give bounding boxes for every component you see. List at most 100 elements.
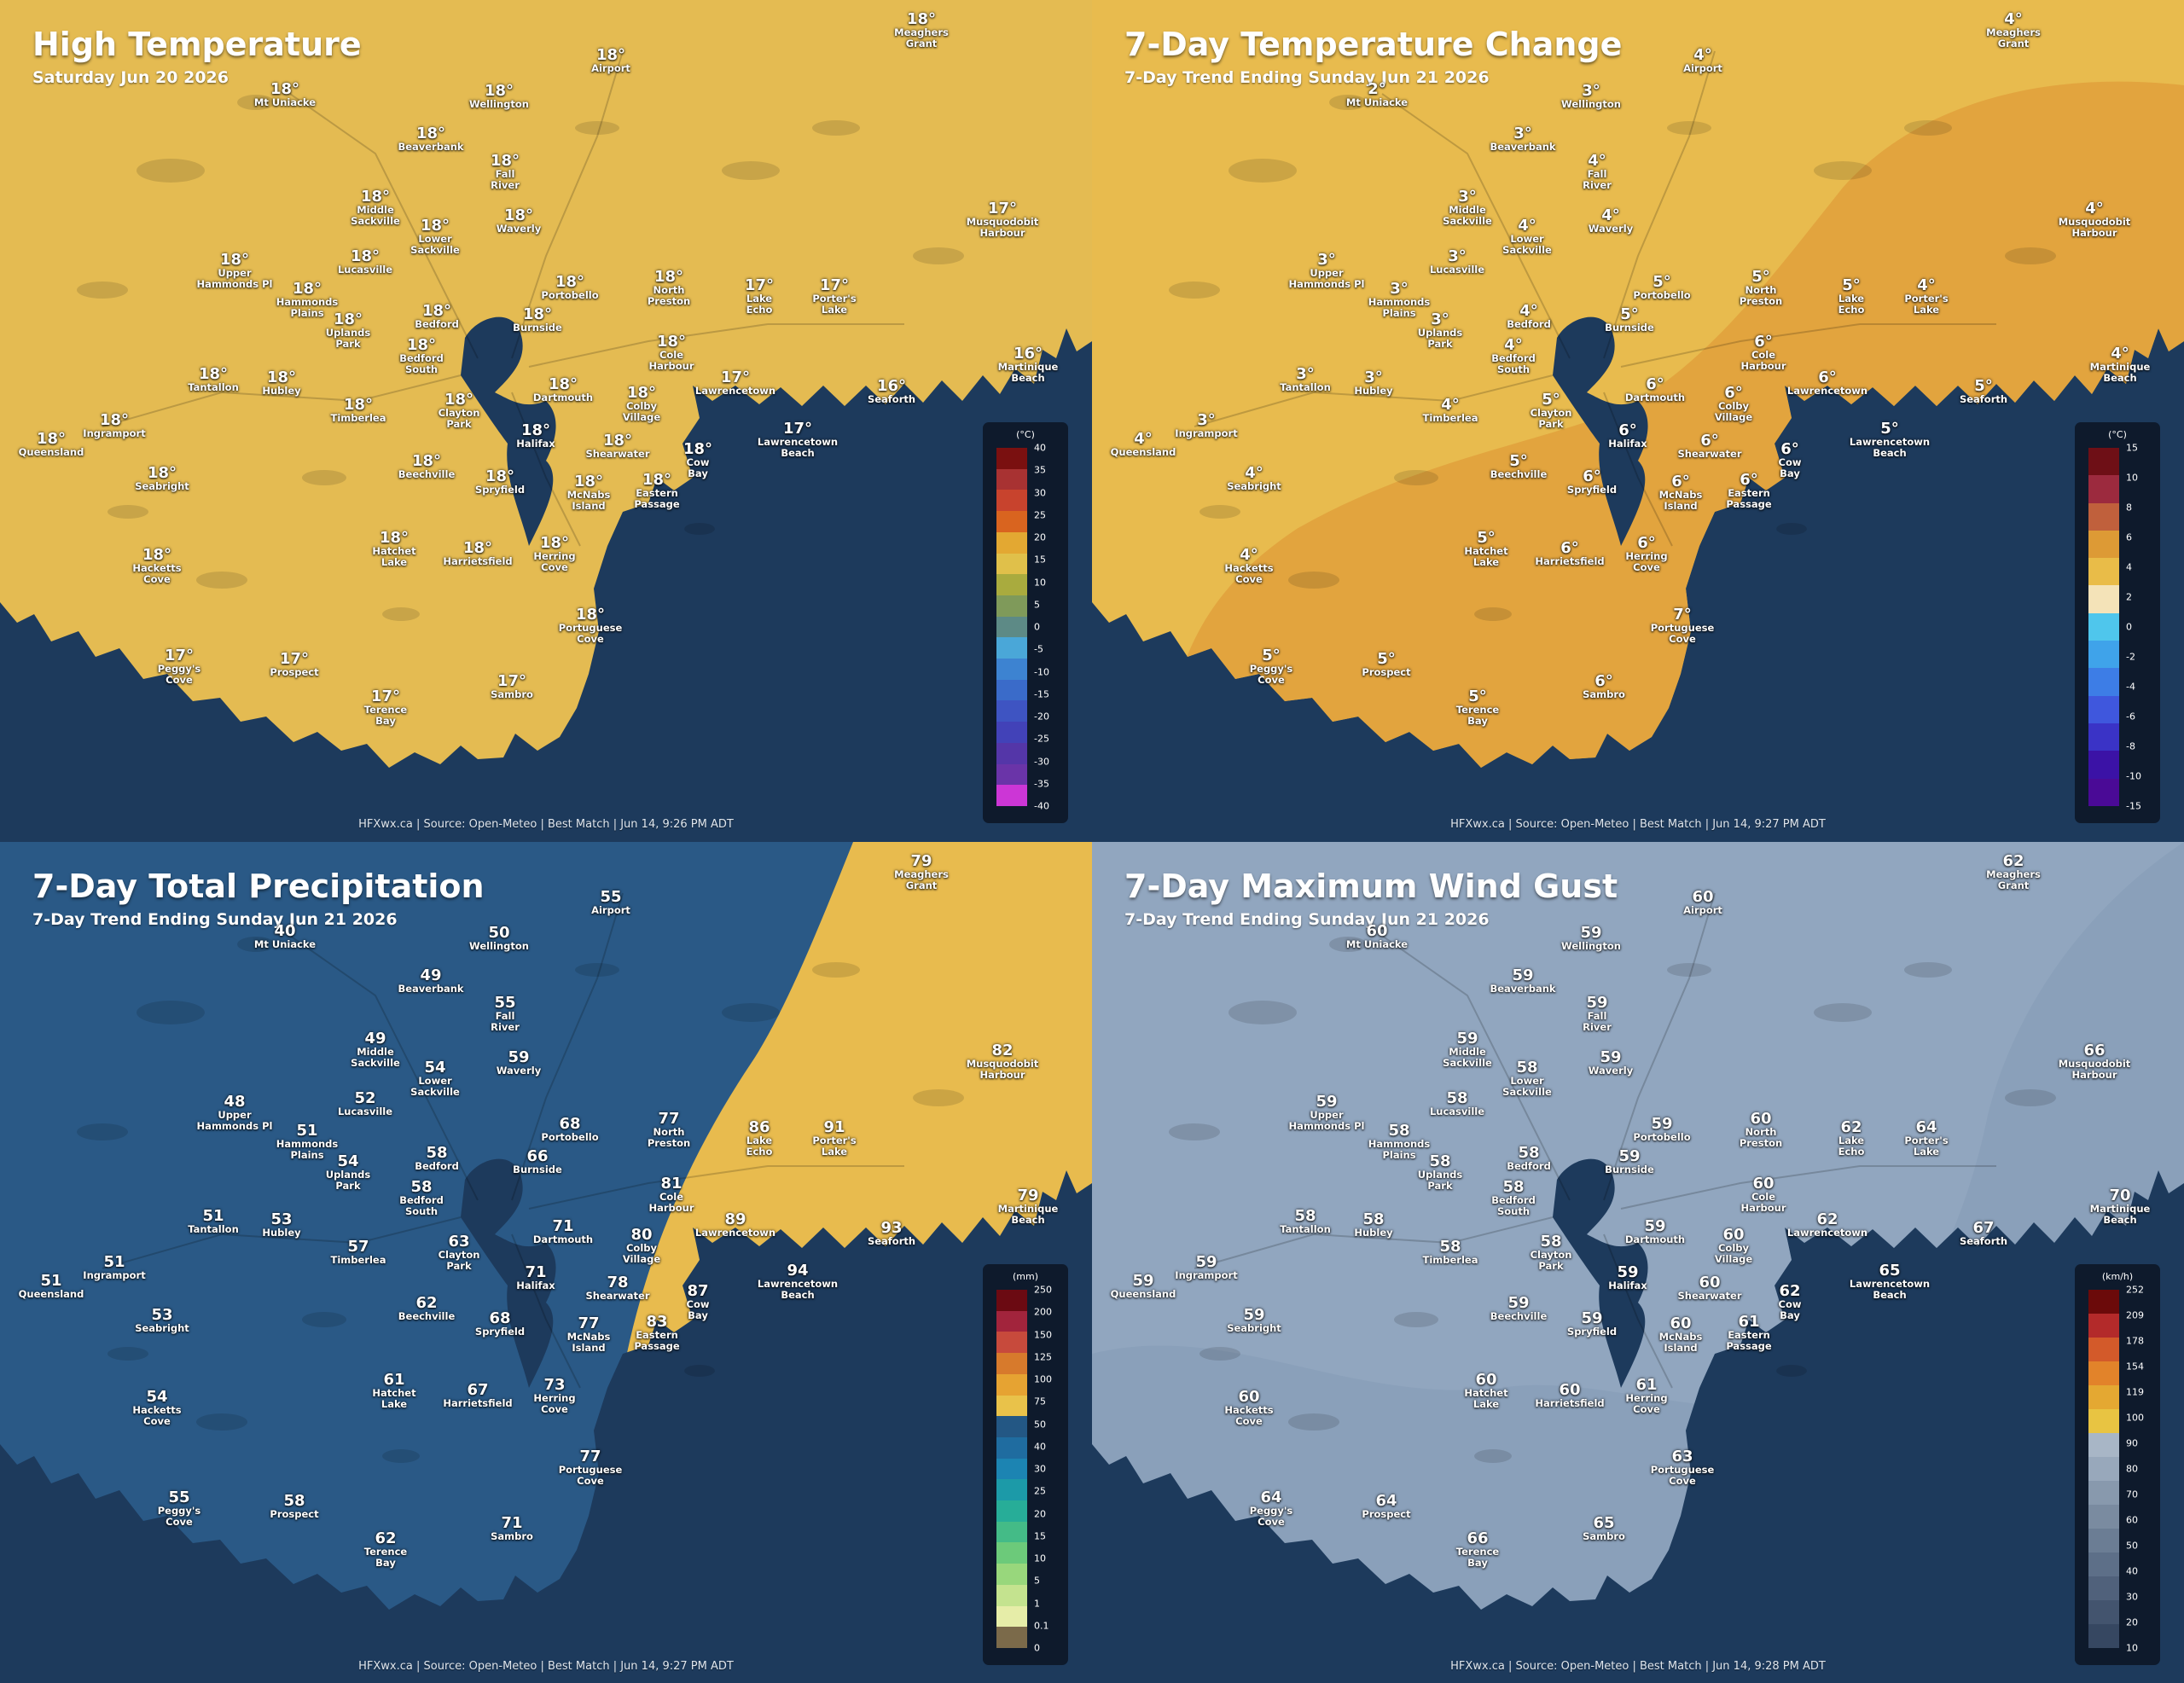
- location-value: 53: [270, 1210, 293, 1228]
- location-value: 18°: [411, 452, 442, 470]
- location-name: Bay: [1780, 467, 1800, 479]
- location-value: 77: [578, 1314, 600, 1332]
- location-label: 60 North Preston: [1740, 1111, 1782, 1148]
- location-name: Portuguese: [1650, 1464, 1715, 1476]
- location-value: 51: [103, 1253, 125, 1271]
- location-label: 3° Ingramport: [1175, 413, 1237, 439]
- legend-tick-label: -10: [2126, 770, 2141, 782]
- location-name: Tantallon: [1280, 381, 1331, 393]
- legend-swatch: [2088, 1505, 2119, 1529]
- legend-swatch: [2088, 1338, 2119, 1361]
- location-label: 18° Upper Hammonds Pl: [197, 252, 273, 289]
- location-name: Lawrencetown: [757, 1278, 839, 1290]
- location-label: 18° Cow Bay: [683, 442, 712, 479]
- location-name: Lake: [746, 1135, 773, 1146]
- location-label: 62 Terence Bay: [364, 1531, 407, 1568]
- lake: [1394, 470, 1438, 485]
- location-name: Harbour: [979, 1068, 1025, 1081]
- location-label: 71 Dartmouth: [533, 1219, 593, 1245]
- location-value: 59: [1507, 1294, 1530, 1312]
- location-name: Bay: [1467, 714, 1488, 727]
- location-label: 65 Lawrencetown Beach: [1850, 1263, 1930, 1300]
- location-label: 48 Upper Hammonds Pl: [197, 1094, 273, 1131]
- location-label: 81 Cole Harbour: [648, 1176, 694, 1213]
- location-value: 62: [415, 1294, 438, 1312]
- location-value: 60: [1699, 1274, 1721, 1291]
- location-value: 18°: [420, 217, 450, 235]
- lake: [2005, 247, 2056, 264]
- location-name: Lucasville: [337, 1106, 393, 1117]
- legend-swatch: [996, 468, 1027, 490]
- location-label: 3° Upper Hammonds Pl: [1289, 252, 1365, 289]
- legend-tick-label: 40: [1034, 442, 1046, 454]
- location-label: 18° Bedford South: [399, 338, 444, 374]
- road: [1194, 374, 1554, 427]
- location-value: 62: [375, 1529, 397, 1547]
- lake: [2005, 1089, 2056, 1106]
- location-value: 67: [467, 1381, 489, 1399]
- location-name: Tantallon: [188, 1223, 239, 1235]
- location-name: Seabright: [1227, 480, 1281, 492]
- location-name: Grant: [905, 37, 938, 49]
- location-name: South: [404, 363, 439, 375]
- legend-swatch: [996, 574, 1027, 595]
- road: [289, 93, 479, 359]
- location-name: McNabs: [566, 489, 611, 501]
- location-name: Cole: [1751, 1191, 1776, 1203]
- location-label: 5° Portobello: [1633, 275, 1690, 301]
- location-name: Shearwater: [1677, 448, 1742, 460]
- legend-tick-label: -6: [2126, 711, 2135, 723]
- location-name: Hammonds Pl: [196, 277, 273, 290]
- location-name: Burnside: [513, 322, 562, 334]
- location-label: 17° Lawrencetown: [695, 370, 775, 397]
- location-name: Prospect: [270, 1508, 319, 1520]
- location-value: 79: [1017, 1187, 1039, 1204]
- legend-color-bar: [996, 448, 1027, 806]
- location-value: 18°: [485, 467, 515, 485]
- location-label: 65 Sambro: [1583, 1516, 1625, 1542]
- location-name: Middle: [1449, 204, 1486, 216]
- location-name: Beechville: [1490, 468, 1548, 480]
- location-label: 4° Bedford South: [1491, 338, 1536, 374]
- location-value: 18°: [343, 396, 374, 414]
- location-name: Island: [572, 499, 606, 512]
- legend-tick-label: 0: [2126, 621, 2132, 633]
- location-name: Colby: [1717, 1242, 1750, 1254]
- legend-tick-label: 100: [2126, 1412, 2144, 1424]
- location-name: Portuguese: [558, 1464, 623, 1476]
- legend-tick-label: 25: [1034, 509, 1046, 521]
- location-name: Sackville: [1443, 214, 1492, 227]
- location-name: McNabs: [1658, 489, 1703, 501]
- location-name: Hatchet: [372, 1387, 416, 1399]
- location-name: Bedford: [415, 318, 459, 330]
- location-value: 4°: [1518, 217, 1536, 235]
- location-name: Island: [1664, 1341, 1698, 1354]
- location-name: Waverly: [1588, 1065, 1634, 1077]
- location-name: Burnside: [1605, 322, 1654, 334]
- location-label: 18° Spryfield: [475, 469, 525, 496]
- location-value: 64: [1260, 1489, 1282, 1506]
- location-value: 5°: [1653, 273, 1671, 291]
- location-value: 3°: [1364, 369, 1383, 386]
- location-name: Queensland: [1110, 446, 1176, 458]
- location-label: 60 McNabs Island: [1659, 1316, 1703, 1353]
- location-value: 55: [494, 994, 516, 1012]
- lake: [77, 1123, 128, 1140]
- location-label: 87 Cow Bay: [687, 1284, 710, 1320]
- location-name: Upper: [1310, 267, 1344, 279]
- legend-swatch: [996, 722, 1027, 743]
- location-label: 58 Prospect: [270, 1494, 318, 1520]
- location-value: 67: [1972, 1219, 1995, 1237]
- location-name: Bay: [688, 467, 708, 479]
- location-value: 89: [724, 1210, 746, 1228]
- legend-swatch: [2088, 1529, 2119, 1552]
- location-value: 61: [383, 1371, 405, 1389]
- location-name: Wellington: [469, 940, 529, 952]
- location-label: 6° Herring Cove: [1625, 536, 1667, 572]
- precipitation-panel: 7-Day Total Precipitation 7-Day Trend End…: [0, 842, 1092, 1683]
- location-name: Cove: [541, 1402, 568, 1415]
- land-mass: [0, 0, 1092, 768]
- location-label: 58 Bedford South: [399, 1180, 444, 1216]
- map-subtitle: 7-Day Trend Ending Sunday Jun 21 2026: [32, 910, 398, 929]
